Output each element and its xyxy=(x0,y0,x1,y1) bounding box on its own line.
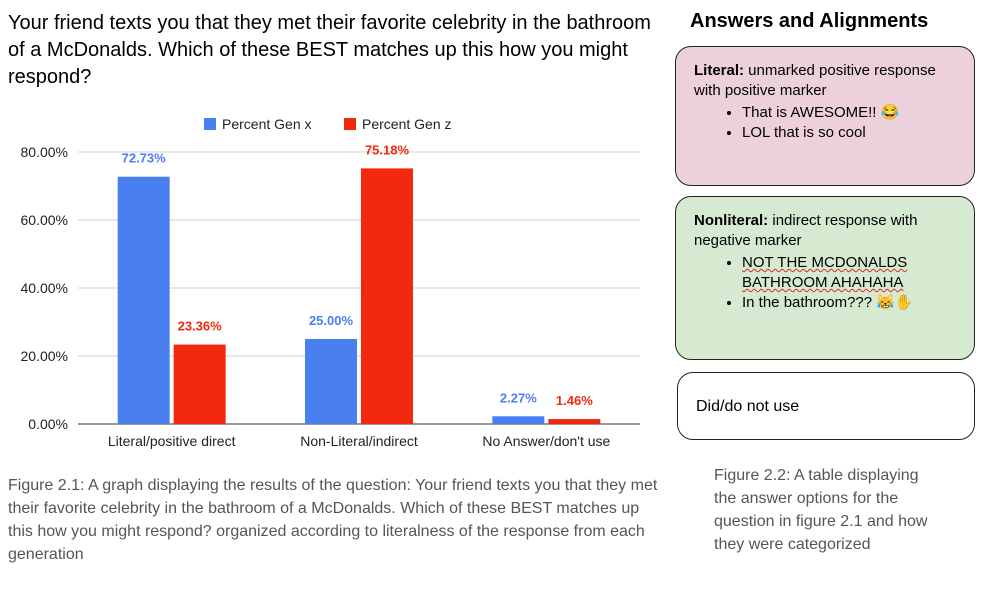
data-label: 75.18% xyxy=(365,142,410,157)
list-item: That is AWESOME!! 😂 xyxy=(742,103,956,123)
list-item: LOL that is so cool xyxy=(742,123,956,143)
list-item: In the bathroom??? 😹✋ xyxy=(742,293,956,313)
question-text: Your friend texts you that they met thei… xyxy=(8,12,651,88)
figure-caption-right: Figure 2.2: A table displaying the answe… xyxy=(714,467,928,553)
y-tick-label: 0.00% xyxy=(28,416,68,432)
bar xyxy=(173,344,226,424)
data-label: 25.00% xyxy=(309,313,354,328)
x-tick-label: Literal/positive direct xyxy=(108,433,236,449)
bar-chart: 0.00% 20.00% 40.00% 60.00% 80.00% 72.73% 23.36… xyxy=(21,116,640,449)
literal-heading: Literal: xyxy=(694,62,745,79)
data-label: 72.73% xyxy=(122,151,167,166)
nonliteral-heading: Nonliteral: xyxy=(694,212,769,229)
nonliteral-box: Nonliteral: indirect response with negat… xyxy=(675,196,975,360)
legend-swatch xyxy=(344,118,356,130)
y-tick-label: 20.00% xyxy=(21,348,68,364)
y-tick-label: 40.00% xyxy=(21,280,68,296)
list-item: NOT THE MCDONALDS BATHROOM AHAHAHA xyxy=(742,253,956,293)
x-tick-label: Non-Literal/indirect xyxy=(300,433,418,449)
bar xyxy=(305,339,357,424)
y-tick-label: 60.00% xyxy=(21,212,68,228)
bar xyxy=(117,176,170,424)
literal-list: That is AWESOME!! 😂 LOL that is so cool xyxy=(694,103,956,143)
legend-swatch xyxy=(204,118,216,130)
nonliteral-list: NOT THE MCDONALDS BATHROOM AHAHAHA In th… xyxy=(694,253,956,313)
nonliteral-desc: indirect response with negative marker xyxy=(694,212,918,249)
bar xyxy=(361,168,413,424)
data-label: 2.27% xyxy=(500,390,537,405)
figure-caption-left: Figure 2.1: A graph displaying the resul… xyxy=(8,477,658,563)
x-tick-label: No Answer/don't use xyxy=(482,433,610,449)
data-label: 1.46% xyxy=(556,393,593,408)
panel-title: Answers and Alignments xyxy=(690,10,929,32)
data-label: 23.36% xyxy=(178,319,223,334)
literal-box: Literal: unmarked positive response with… xyxy=(675,46,975,186)
bar xyxy=(548,419,601,424)
literal-desc: unmarked positive response with positive… xyxy=(694,62,936,99)
legend-label: Percent Gen x xyxy=(222,116,312,132)
y-tick-label: 80.00% xyxy=(21,144,68,160)
unused-box: Did/do not use xyxy=(677,372,975,440)
legend-label: Percent Gen z xyxy=(362,116,452,132)
bar xyxy=(492,416,545,424)
